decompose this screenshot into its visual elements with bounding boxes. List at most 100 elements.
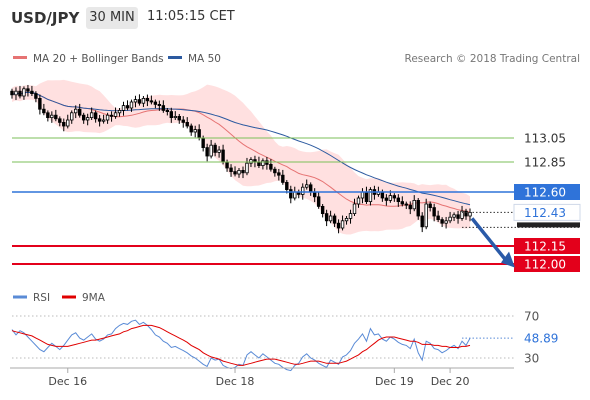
x-tick-label: Dec 20: [431, 375, 470, 388]
candle: [324, 209, 329, 227]
candle-body: [468, 211, 472, 217]
rsi-legend-label: RSI: [33, 292, 50, 304]
candle: [400, 196, 404, 207]
candle-body: [269, 163, 273, 170]
candle-body: [368, 189, 373, 203]
candle-body: [456, 214, 460, 219]
candle: [161, 100, 166, 113]
candle-body: [412, 199, 416, 210]
candle: [320, 204, 325, 218]
candle: [85, 113, 90, 126]
candle: [185, 117, 189, 129]
candle: [332, 213, 337, 228]
candle: [344, 216, 349, 225]
x-tick-label: Dec 16: [48, 375, 87, 388]
candle: [101, 114, 106, 124]
candle-body: [332, 215, 337, 224]
arrow-head: [501, 251, 515, 268]
candle-body: [117, 110, 122, 114]
candle-body: [42, 108, 46, 114]
candle-body: [424, 203, 428, 228]
candle-body: [348, 213, 353, 219]
candle: [352, 198, 357, 216]
rsi-panel: 70 30 48.89: [11, 310, 558, 372]
candle-body: [62, 122, 66, 127]
candle-body: [213, 144, 217, 153]
candle: [432, 203, 436, 222]
candle-body: [241, 169, 245, 174]
candle: [18, 85, 22, 99]
candle: [396, 194, 401, 207]
rsi-current-label: 48.89: [524, 332, 558, 346]
current-price-label: 112.43: [524, 206, 566, 220]
candle-body: [364, 191, 369, 202]
candle: [269, 159, 273, 172]
candle-body: [400, 201, 404, 205]
level-tag-112.60: [514, 184, 580, 200]
candle: [444, 216, 448, 229]
candle-body: [428, 203, 432, 208]
candle-body: [38, 98, 42, 110]
candle: [177, 114, 181, 124]
candle-body: [249, 159, 253, 164]
candle: [408, 201, 412, 215]
candle: [137, 94, 142, 106]
candle: [412, 195, 416, 212]
candle-body: [225, 161, 229, 169]
candle-body: [30, 90, 34, 94]
candle: [46, 110, 50, 122]
level-label-112.60: 112.60: [524, 186, 566, 200]
candle-body: [157, 104, 162, 107]
arrow-shaft: [470, 217, 509, 263]
candle: [348, 209, 353, 224]
candle-body: [452, 214, 456, 218]
candle: [265, 156, 269, 170]
candle: [404, 201, 408, 210]
level-label-112.00: 112.00: [524, 258, 566, 272]
candle-body: [113, 112, 118, 117]
candle-body: [464, 210, 468, 217]
rsi-tick-label: 70: [524, 310, 539, 324]
candle: [392, 193, 397, 202]
candle-body: [460, 210, 464, 219]
candle: [10, 88, 14, 99]
candle-body: [273, 168, 277, 174]
candle: [149, 95, 154, 105]
candle: [452, 212, 456, 222]
candle-body: [193, 129, 197, 133]
interval-badge[interactable]: 30 MIN: [86, 7, 138, 29]
candle-body: [189, 125, 193, 133]
candle: [261, 158, 265, 170]
candle-body: [133, 99, 138, 103]
candle: [129, 99, 134, 112]
candle-body: [81, 114, 86, 121]
candle: [89, 107, 94, 120]
candle: [50, 111, 54, 123]
candle-body: [285, 181, 289, 190]
candle-body: [34, 93, 38, 99]
candle-body: [328, 215, 333, 222]
current-price-tag: [513, 203, 581, 221]
candle: [464, 208, 468, 220]
candle: [74, 105, 78, 119]
candle-body: [408, 204, 412, 210]
candle-body: [58, 118, 62, 123]
candle-body: [448, 216, 452, 222]
candle-body: [137, 99, 142, 104]
candle: [428, 201, 432, 212]
candle-body: [440, 219, 444, 224]
key-levels: 113.05 112.85 112.60 112.15 112.00 112.43: [12, 132, 581, 272]
rsi-ma-line: [11, 324, 471, 366]
candle: [153, 99, 158, 109]
candle-body: [169, 111, 174, 118]
candle-body: [324, 213, 329, 222]
candle: [209, 139, 213, 159]
x-tick-label: Dec 18: [216, 375, 255, 388]
candle-body: [432, 207, 436, 217]
candle: [58, 116, 62, 127]
candle: [14, 87, 18, 101]
candle-body: [177, 116, 181, 121]
candle-body: [344, 217, 349, 222]
candle: [213, 142, 217, 157]
candle: [70, 110, 74, 124]
